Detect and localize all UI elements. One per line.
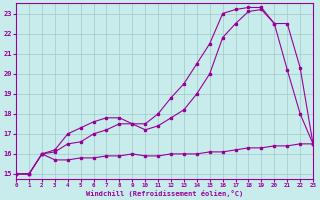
X-axis label: Windchill (Refroidissement éolien,°C): Windchill (Refroidissement éolien,°C)	[86, 190, 243, 197]
